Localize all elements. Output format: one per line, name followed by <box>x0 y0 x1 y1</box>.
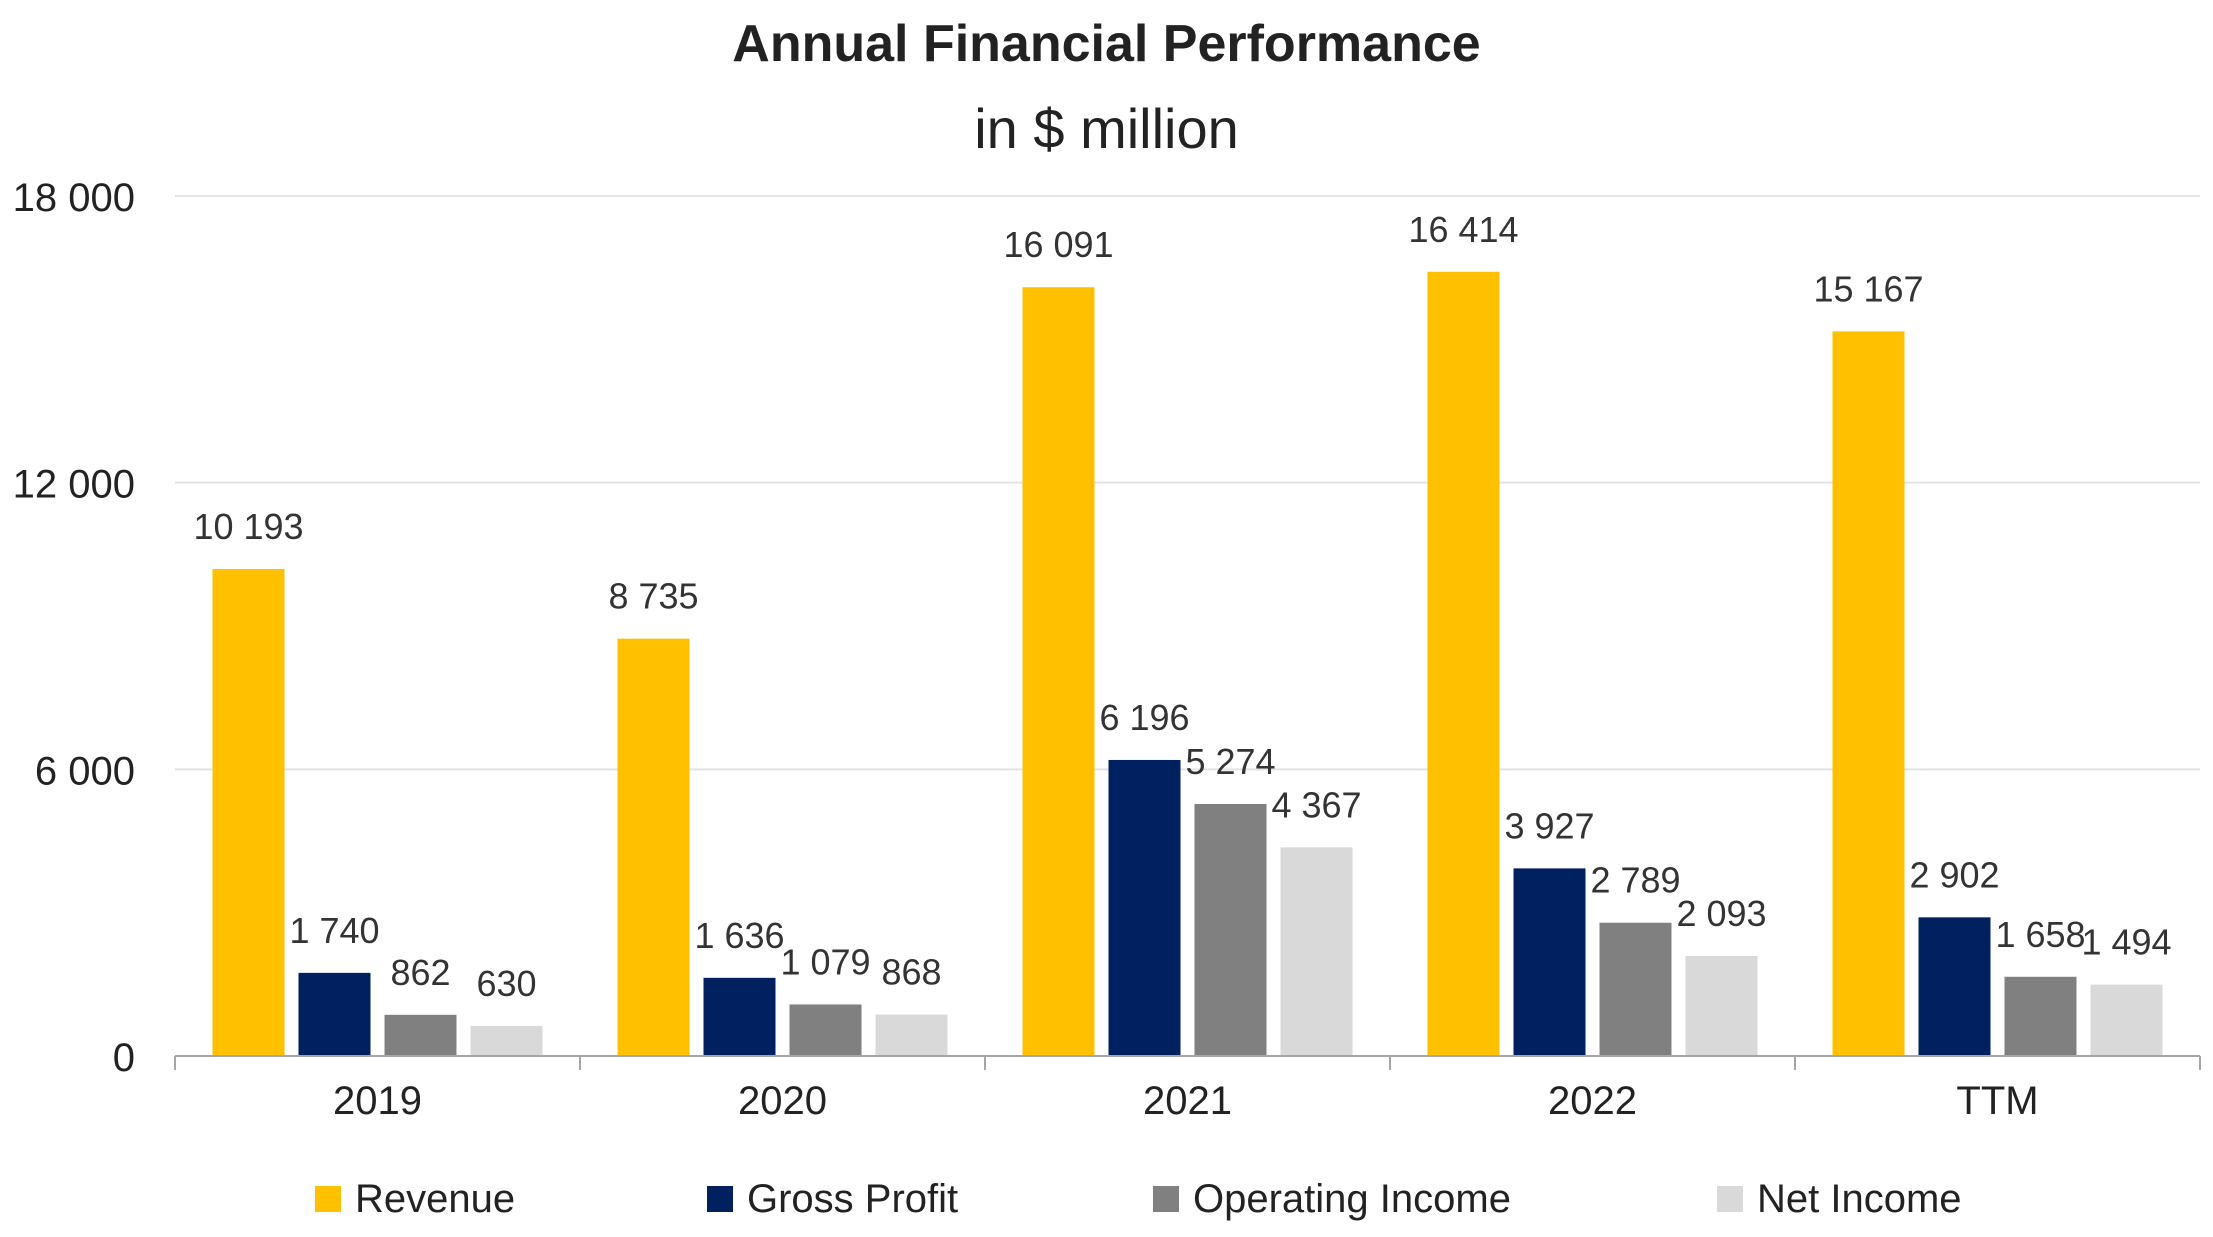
y-tick-label: 0 <box>113 1036 135 1080</box>
legend-swatch <box>1153 1186 1179 1212</box>
data-label: 2 093 <box>1676 893 1766 934</box>
data-label: 630 <box>476 963 536 1004</box>
legend-swatch <box>707 1186 733 1212</box>
bar-gross-profit <box>703 977 776 1056</box>
data-label: 4 367 <box>1271 784 1361 825</box>
bar-gross-profit <box>1918 917 1991 1056</box>
data-label: 6 196 <box>1099 697 1189 738</box>
data-label: 5 274 <box>1185 741 1275 782</box>
bar-net-income <box>875 1014 948 1056</box>
bar-revenue <box>1427 271 1500 1057</box>
bar-net-income <box>470 1025 543 1056</box>
data-label: 1 494 <box>2081 922 2171 963</box>
y-tick-label: 18 000 <box>13 176 135 220</box>
bar-net-income <box>1685 956 1758 1056</box>
x-tick-label: TTM <box>1956 1079 2038 1123</box>
y-tick-label: 6 000 <box>35 749 135 793</box>
legend-label: Net Income <box>1757 1177 1962 1221</box>
bar-revenue <box>212 569 285 1056</box>
bar-revenue <box>617 638 690 1056</box>
legend-label: Revenue <box>355 1177 515 1221</box>
y-tick-label: 12 000 <box>13 463 135 507</box>
x-axis: 2019 2020 2021 2022 TTM <box>174 1055 2201 1123</box>
x-tick-label: 2022 <box>1548 1079 1637 1123</box>
bar-operating-income <box>1599 922 1672 1056</box>
data-label: 1 079 <box>780 941 870 982</box>
data-label: 862 <box>390 952 450 993</box>
x-tick-label: 2019 <box>333 1079 422 1123</box>
legend-label: Operating Income <box>1193 1177 1511 1221</box>
data-label: 1 636 <box>694 915 784 956</box>
legend-label: Gross Profit <box>747 1177 958 1221</box>
bars <box>212 271 2163 1057</box>
bar-gross-profit <box>1108 759 1181 1056</box>
bar-operating-income <box>2004 976 2077 1056</box>
data-label: 10 193 <box>193 506 303 547</box>
data-label: 1 658 <box>1995 914 2085 955</box>
chart-title: Annual Financial Performance <box>732 15 1481 73</box>
legend: Revenue Gross Profit Operating Income Net I… <box>315 1177 1962 1221</box>
bar-operating-income <box>384 1014 457 1056</box>
bar-gross-profit <box>298 972 371 1056</box>
bar-operating-income <box>789 1004 862 1056</box>
x-tick-label: 2021 <box>1143 1079 1232 1123</box>
data-label: 2 789 <box>1590 860 1680 901</box>
bar-revenue <box>1832 331 1905 1056</box>
data-label: 1 740 <box>289 910 379 951</box>
legend-swatch <box>1717 1186 1743 1212</box>
x-tick-label: 2020 <box>738 1079 827 1123</box>
data-label: 16 414 <box>1408 209 1518 250</box>
data-label: 2 902 <box>1909 854 1999 895</box>
data-label: 8 735 <box>608 576 698 617</box>
bar-net-income <box>1280 847 1353 1056</box>
data-label: 3 927 <box>1504 805 1594 846</box>
chart-subtitle: in $ million <box>974 97 1239 160</box>
bar-gross-profit <box>1513 868 1586 1056</box>
bar-net-income <box>2090 984 2163 1056</box>
bar-revenue <box>1022 287 1095 1056</box>
data-label: 16 091 <box>1003 224 1113 265</box>
bar-operating-income <box>1194 804 1267 1056</box>
data-label: 868 <box>881 952 941 993</box>
data-label: 15 167 <box>1813 268 1923 309</box>
legend-swatch <box>315 1186 341 1212</box>
